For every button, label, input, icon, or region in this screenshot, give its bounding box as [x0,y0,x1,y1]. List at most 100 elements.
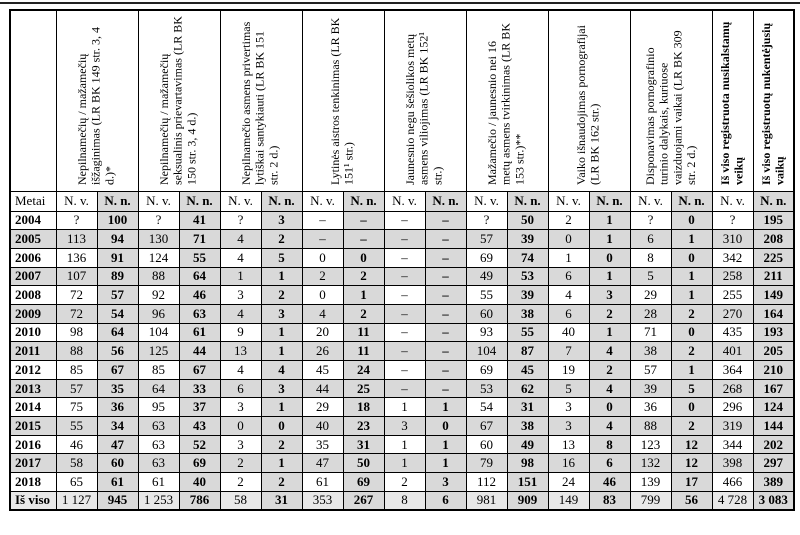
data-cell: 61 [178,322,221,343]
data-cell: 24 [342,360,385,380]
year-cell: 2014 [9,397,57,418]
data-cell: 255 [711,285,754,305]
data-cell: 107 [55,266,98,287]
data-cell: – [383,266,426,287]
data-cell: 342 [711,247,754,268]
data-cell: 45 [301,360,344,380]
data-cell: – [342,229,385,249]
data-cell: 3 [219,434,262,455]
data-cell: 83 [588,490,631,511]
col-header-possession-309: Disponavimas pornografinio turinio dalyk… [629,9,713,192]
col-header-sexual-assault-150: Nepilnamečių / mažamečių seksualinis pri… [137,9,221,192]
data-cell: 4 [547,285,590,305]
data-cell: 151 [506,472,549,492]
data-cell: 1 [383,453,426,474]
year-row-2004: 2004? 100? 41? 3– – – –? 50 2 1? 0? 195 [9,210,795,231]
data-cell: 12 [670,453,713,474]
data-cell: 435 [711,322,754,343]
data-cell: 6 [219,378,262,399]
data-cell: 0 [301,285,344,305]
data-cell: 2 [342,303,385,324]
subheader-nn-cell: N. n. [178,190,221,212]
data-cell: 1 253 [137,490,180,511]
subheader-nv-cell: N. v. [137,190,180,212]
data-cell: 33 [178,378,221,399]
data-cell: – [383,303,426,324]
data-cell: 7 [547,341,590,361]
year-cell: 2009 [9,303,57,324]
col-header-label: Nepilnamečių / mažamečių išžaginimas (LR… [75,26,117,185]
data-cell: 43 [178,416,221,436]
data-cell: 267 [342,490,385,511]
year-cell: 2012 [9,360,57,380]
data-cell: 3 [260,210,303,231]
subheader-nv-cell: N. v. [219,190,262,212]
data-cell: 389 [752,472,795,492]
data-cell: 12 [670,434,713,455]
data-cell: 0 [588,397,631,418]
data-cell: 193 [752,322,795,343]
data-cell: 205 [752,341,795,361]
subheader-nn-cell: N. n. [342,190,385,212]
data-cell: 981 [465,490,508,511]
data-cell: 45 [506,360,549,380]
data-cell: 3 [547,416,590,436]
col-header-label: Jaunesnio negu šešiolikos metų asmens vi… [403,31,445,185]
data-cell: 1 [424,453,467,474]
data-cell: 87 [506,341,549,361]
data-cell: 2 [547,210,590,231]
data-cell: 69 [465,360,508,380]
data-cell: 89 [96,266,139,287]
data-cell: 36 [96,397,139,418]
data-cell: 1 [670,266,713,287]
data-cell: 1 [260,266,303,287]
data-cell: 0 [588,247,631,268]
data-cell: 88 [137,266,180,287]
data-cell: 50 [506,210,549,231]
data-cell: 1 [588,266,631,287]
data-cell: 35 [96,378,139,399]
data-cell: 104 [465,341,508,361]
data-cell: ? [465,210,508,231]
data-cell: – [301,210,344,231]
subheader-nv-cell: N. v. [629,190,672,212]
data-cell: 46 [588,472,631,492]
data-cell: – [424,322,467,343]
data-cell: 40 [547,322,590,343]
data-cell: 38 [506,416,549,436]
data-cell: 132 [629,453,672,474]
data-cell: 1 [588,210,631,231]
data-cell: 3 [260,378,303,399]
data-cell: ? [711,210,754,231]
data-cell: 26 [301,341,344,361]
data-cell: – [383,378,426,399]
year-cell: 2007 [9,266,57,287]
data-cell: 16 [547,453,590,474]
data-cell: 3 [260,303,303,324]
data-cell: 2 [670,303,713,324]
data-cell: 2 [260,229,303,249]
subheader-nn-cell: N. n. [506,190,549,212]
data-cell: 34 [96,416,139,436]
data-cell: 56 [96,341,139,361]
data-cell: 3 [588,285,631,305]
data-cell: 58 [219,490,262,511]
data-cell: 67 [178,360,221,380]
data-cell: 6 [547,266,590,287]
data-cell: 4 [588,378,631,399]
data-cell: 3 [219,397,262,418]
data-cell: 6 [547,303,590,324]
data-cell: 2 [219,472,262,492]
data-cell: 49 [465,266,508,287]
data-cell: 38 [629,341,672,361]
data-cell: 909 [506,490,549,511]
data-cell: 139 [629,472,672,492]
data-cell: 6 [588,453,631,474]
data-cell: 67 [96,360,139,380]
data-cell: 64 [96,322,139,343]
col-header-label: Nepilnamečių / mažamečių seksualinis pri… [157,15,199,185]
year-row-2017: 2017 58 60 63 69 2 1 47 50 1 1 79 98 16 6 132 12 398 297 [9,453,795,474]
data-cell: – [383,341,426,361]
year-cell: 2013 [9,378,57,399]
data-cell: 46 [55,434,98,455]
